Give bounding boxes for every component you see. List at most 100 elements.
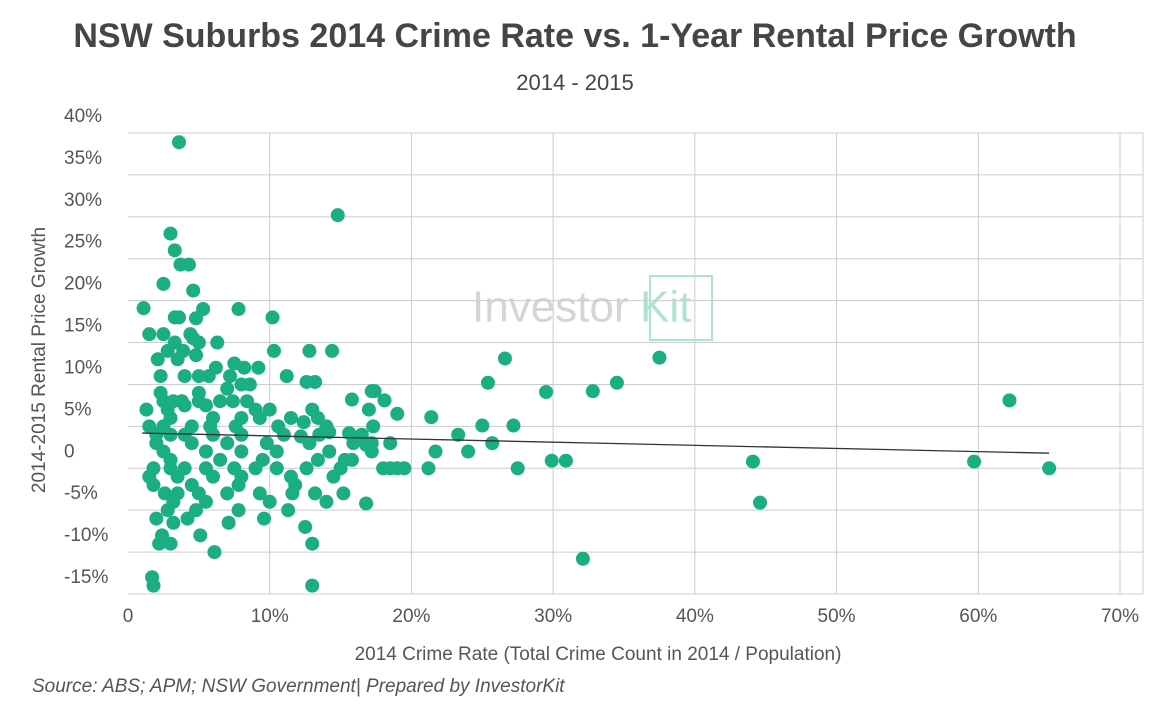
y-tick-label: 40% [64,106,102,127]
point [361,402,376,417]
point [152,536,167,551]
point [160,503,175,518]
point [248,461,263,476]
point [285,486,300,501]
point [266,343,281,358]
point [346,436,361,451]
point [336,486,351,501]
point [322,425,337,440]
point [302,343,317,358]
point [308,374,323,389]
point [652,350,667,365]
point [186,283,201,298]
point [153,369,168,384]
point [139,402,154,417]
point [136,301,151,316]
point [298,519,313,534]
point [344,452,359,467]
chart-title: NSW Suburbs 2014 Crime Rate vs. 1-Year R… [73,17,1076,55]
x-tick-label: 10% [251,606,289,627]
point [397,461,412,476]
point [364,444,379,459]
point [299,461,314,476]
point [181,257,196,272]
x-tick-label: 70% [1101,606,1139,627]
point [220,436,235,451]
point [269,461,284,476]
y-tick-label: 35% [64,148,102,169]
point [184,436,199,451]
point [210,335,225,350]
point [428,444,443,459]
point [198,398,213,413]
point [967,454,982,469]
point [149,511,164,526]
points [136,135,1057,593]
point [262,494,277,509]
watermark-text: Investor [472,283,629,332]
point [510,461,525,476]
point [609,375,624,390]
x-axis-title: 2014 Crime Rate (Total Crime Count in 20… [355,644,842,665]
point [225,394,240,409]
x-tick-label: 0 [123,606,134,627]
point [421,461,436,476]
point [485,436,500,451]
y-tick-label: 20% [64,274,102,295]
point [344,392,359,407]
point [558,453,573,468]
point [160,343,175,358]
point [220,381,235,396]
point [262,402,277,417]
point [231,503,246,518]
point [191,335,206,350]
point [227,356,242,371]
watermark-text: Kit [640,283,691,332]
point [310,452,325,467]
point [296,415,311,430]
point [575,551,590,566]
y-tick-label: 25% [64,232,102,253]
point [497,351,512,366]
point [1042,461,1057,476]
point [191,369,206,384]
point [189,311,204,326]
point [424,410,439,425]
point [251,360,266,375]
point [257,511,272,526]
point [1002,393,1017,408]
x-tick-label: 60% [959,606,997,627]
point [745,454,760,469]
point [265,310,280,325]
point [252,410,267,425]
point [198,444,213,459]
watermark: Investor Kit [472,275,713,341]
point [172,310,187,325]
point [156,276,171,291]
point [163,226,178,241]
point [163,427,178,442]
x-tick-label: 40% [676,606,714,627]
point [177,398,192,413]
point [170,469,185,484]
x-tick-label: 50% [818,606,856,627]
point [539,384,554,399]
y-tick-label: -15% [64,567,108,588]
point [302,436,317,451]
y-tick-label: 10% [64,357,102,378]
point [269,444,284,459]
watermark-box [649,275,713,341]
point [283,410,298,425]
point [319,494,334,509]
point [308,486,323,501]
point [367,384,382,399]
point [189,348,204,363]
point [377,393,392,408]
point [281,503,296,518]
point [146,578,161,593]
point [234,444,249,459]
point [383,436,398,451]
y-axis-title: 2014-2015 Rental Price Growth [29,227,50,493]
point [305,578,320,593]
trend-line [142,432,1050,454]
